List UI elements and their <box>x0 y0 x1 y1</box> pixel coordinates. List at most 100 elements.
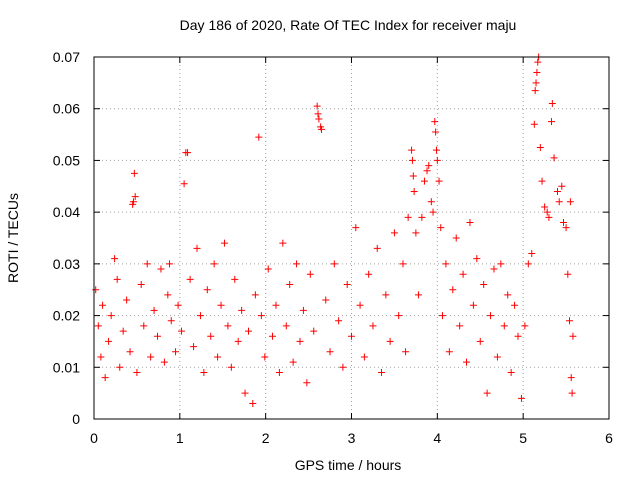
data-point <box>97 353 105 361</box>
data-point <box>238 306 246 314</box>
data-point <box>560 218 568 226</box>
data-point <box>214 353 222 361</box>
x-tick-labels: 0 1 2 3 4 5 6 <box>90 430 613 446</box>
data-point <box>261 353 269 361</box>
data-point <box>442 260 450 268</box>
data-point <box>568 389 576 397</box>
y-tick-label: 0.04 <box>53 204 80 220</box>
data-point <box>251 291 259 299</box>
data-point <box>536 144 544 151</box>
data-point <box>174 301 182 309</box>
data-point <box>335 317 343 325</box>
x-axis-label: GPS time / hours <box>295 457 402 473</box>
data-point <box>427 198 435 206</box>
axis-ticks <box>93 56 610 420</box>
data-point <box>241 389 249 397</box>
data-point <box>348 332 355 340</box>
data-point <box>517 394 525 402</box>
data-point <box>504 291 512 299</box>
data-point <box>483 389 491 397</box>
data-point <box>531 87 539 95</box>
data-point <box>463 358 471 366</box>
y-tick-label: 0.01 <box>53 359 80 375</box>
data-point <box>386 337 394 345</box>
x-tick-label: 0 <box>90 430 98 446</box>
data-point <box>564 270 572 278</box>
data-point <box>99 301 107 309</box>
data-point <box>279 239 287 247</box>
data-point <box>490 265 498 273</box>
data-point <box>282 322 290 330</box>
data-point <box>530 120 538 128</box>
x-tick-label: 4 <box>433 430 441 446</box>
data-point <box>524 260 532 268</box>
data-point <box>317 125 325 133</box>
data-point <box>528 250 536 258</box>
y-tick-label: 0.07 <box>53 49 80 65</box>
data-point <box>435 177 443 185</box>
data-point <box>449 286 457 294</box>
data-point <box>275 368 283 376</box>
data-point <box>487 312 495 320</box>
data-point <box>133 368 141 376</box>
data-point <box>178 327 186 335</box>
data-point <box>293 260 301 268</box>
data-point <box>538 177 546 185</box>
data-point <box>390 229 398 237</box>
data-point <box>207 332 215 340</box>
data-point <box>147 353 155 361</box>
y-tick-label: 0.03 <box>53 256 80 272</box>
data-point <box>395 312 403 320</box>
data-point <box>365 270 373 278</box>
grid-lines <box>94 57 609 419</box>
x-tick-label: 2 <box>262 430 270 446</box>
data-point <box>507 368 515 376</box>
data-point <box>326 348 334 356</box>
data-point <box>423 167 431 175</box>
data-point <box>404 213 412 221</box>
data-point <box>567 374 575 382</box>
data-point <box>180 180 188 188</box>
data-point <box>456 322 464 330</box>
data-point <box>286 281 294 289</box>
data-point <box>150 306 158 314</box>
data-point <box>399 260 407 268</box>
data-point <box>408 156 416 164</box>
data-point <box>157 265 165 273</box>
data-point <box>129 198 137 206</box>
data-point <box>94 322 102 330</box>
data-point <box>521 322 529 330</box>
data-point <box>432 146 440 154</box>
data-point <box>459 270 467 278</box>
data-point <box>193 244 201 252</box>
data-point <box>339 363 347 371</box>
data-point <box>500 322 508 330</box>
data-point <box>164 291 172 299</box>
y-tick-labels: 0 0.01 0.02 0.03 0.04 0.05 0.06 0.07 <box>53 49 80 427</box>
x-tick-label: 6 <box>605 430 613 446</box>
data-point <box>547 118 555 126</box>
data-point <box>548 100 556 108</box>
data-point <box>437 224 445 232</box>
data-point <box>343 281 351 289</box>
data-point <box>480 281 488 289</box>
data-point <box>497 260 505 268</box>
data-point <box>190 343 198 351</box>
data-point <box>408 146 416 154</box>
data-point <box>269 332 277 340</box>
data-point <box>272 301 280 309</box>
y-tick-label: 0 <box>72 411 80 427</box>
data-point <box>92 286 100 294</box>
data-point <box>330 260 338 268</box>
data-point <box>554 187 561 195</box>
data-point <box>569 332 577 340</box>
data-point <box>409 172 417 180</box>
x-tick-label: 1 <box>176 430 184 446</box>
data-point <box>360 353 368 361</box>
data-point <box>429 208 437 216</box>
data-point <box>352 224 360 232</box>
data-point <box>137 281 145 289</box>
data-point <box>534 58 542 66</box>
data-point <box>227 363 235 371</box>
